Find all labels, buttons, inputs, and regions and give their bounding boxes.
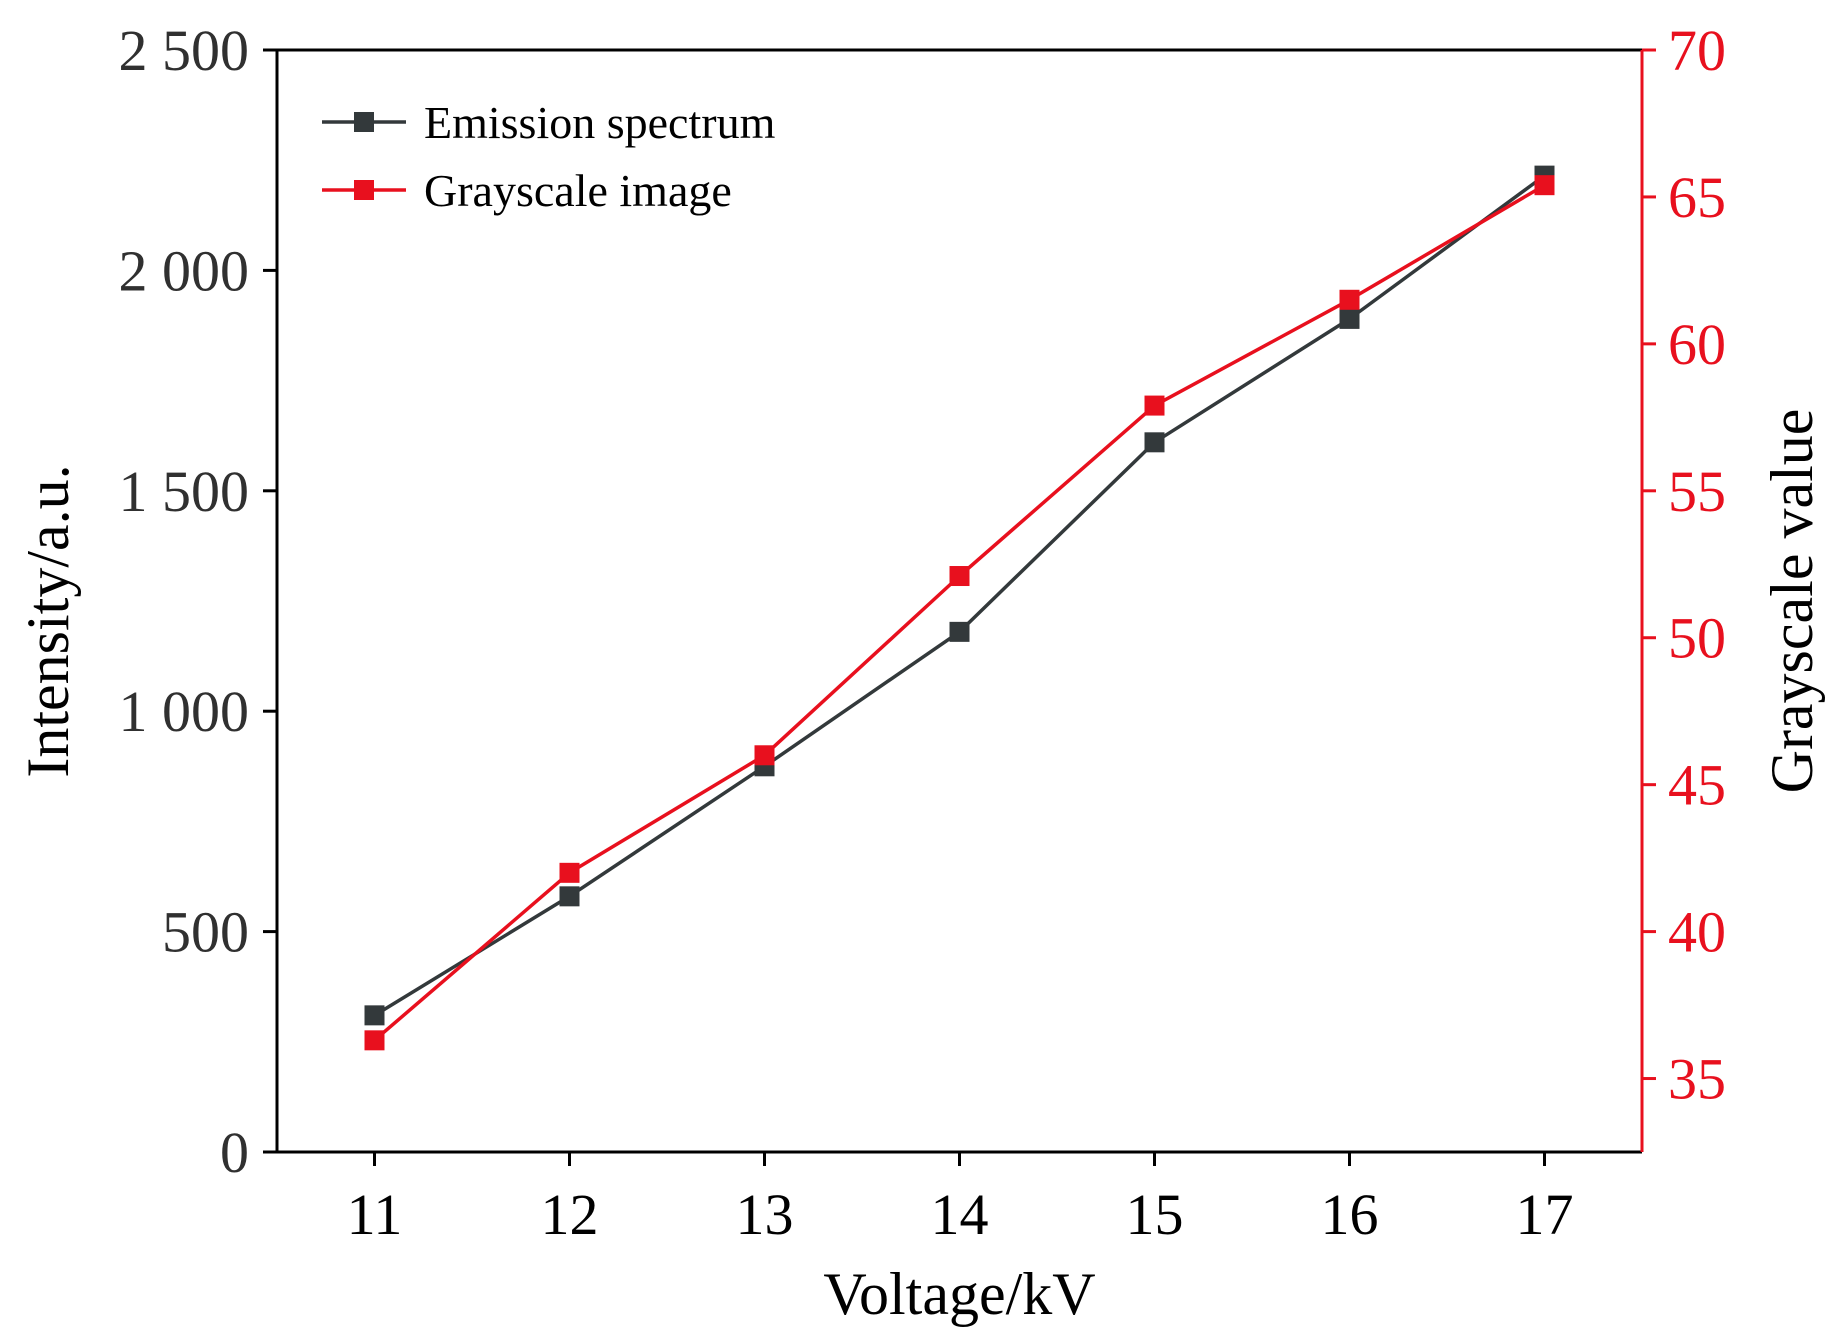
data-point-grayscale-image <box>1534 175 1555 196</box>
y-right-tick-label: 35 <box>1668 1047 1726 1112</box>
y-left-tick-label: 0 <box>220 1120 249 1185</box>
y-left-tick-label: 1 500 <box>119 459 250 524</box>
y-right-tick-label: 45 <box>1668 753 1726 818</box>
series-line-grayscale-image <box>373 183 1546 1042</box>
y-right-tick-label: 40 <box>1668 900 1726 965</box>
x-tick-label: 11 <box>347 1182 403 1247</box>
data-point-emission-spectrum <box>559 886 580 907</box>
y-right-tick-label: 55 <box>1668 459 1726 524</box>
y-left-tick-label: 2 000 <box>119 238 250 303</box>
data-point-emission-spectrum <box>364 1005 385 1026</box>
y-left-tick-label: 500 <box>162 900 249 965</box>
x-tick-label: 12 <box>541 1182 599 1247</box>
legend: Emission spectrum Grayscale image <box>322 97 776 216</box>
y-right-tick-label: 60 <box>1668 312 1726 377</box>
legend-label-grayscale-image: Grayscale image <box>424 165 732 216</box>
x-axis-title: Voltage/kV <box>823 1261 1095 1327</box>
y-right-tick-label: 50 <box>1668 606 1726 671</box>
x-tick-label: 13 <box>736 1182 794 1247</box>
axes-layer: 11 12 13 14 15 16 17 0 500 1 000 1 500 2 000 2 500 35… <box>15 18 1825 1327</box>
y-left-tick-label: 1 000 <box>119 679 250 744</box>
data-point-grayscale-image <box>1144 395 1165 416</box>
data-point-grayscale-image <box>559 862 580 883</box>
y-right-tick-label: 70 <box>1668 18 1726 83</box>
legend-marker-grayscale-image <box>354 180 374 200</box>
data-point-emission-spectrum <box>1339 308 1360 329</box>
data-point-emission-spectrum <box>1144 432 1165 453</box>
data-point-emission-spectrum <box>949 621 970 642</box>
legend-label-emission-spectrum: Emission spectrum <box>424 97 776 148</box>
y-left-axis-title: Intensity/a.u. <box>15 464 81 777</box>
y-left-tick-label: 2 500 <box>119 18 250 83</box>
data-point-grayscale-image <box>364 1030 385 1051</box>
y-right-axis-title: Grayscale value <box>1759 409 1825 794</box>
y-right-tick-label: 65 <box>1668 165 1726 230</box>
data-point-grayscale-image <box>754 745 775 766</box>
x-tick-label: 17 <box>1516 1182 1574 1247</box>
x-tick-label: 16 <box>1321 1182 1379 1247</box>
data-point-grayscale-image <box>949 566 970 587</box>
legend-marker-emission-spectrum <box>354 112 374 132</box>
data-point-grayscale-image <box>1339 289 1360 310</box>
series-layer <box>364 165 1555 1051</box>
x-tick-label: 14 <box>931 1182 989 1247</box>
x-tick-label: 15 <box>1126 1182 1184 1247</box>
